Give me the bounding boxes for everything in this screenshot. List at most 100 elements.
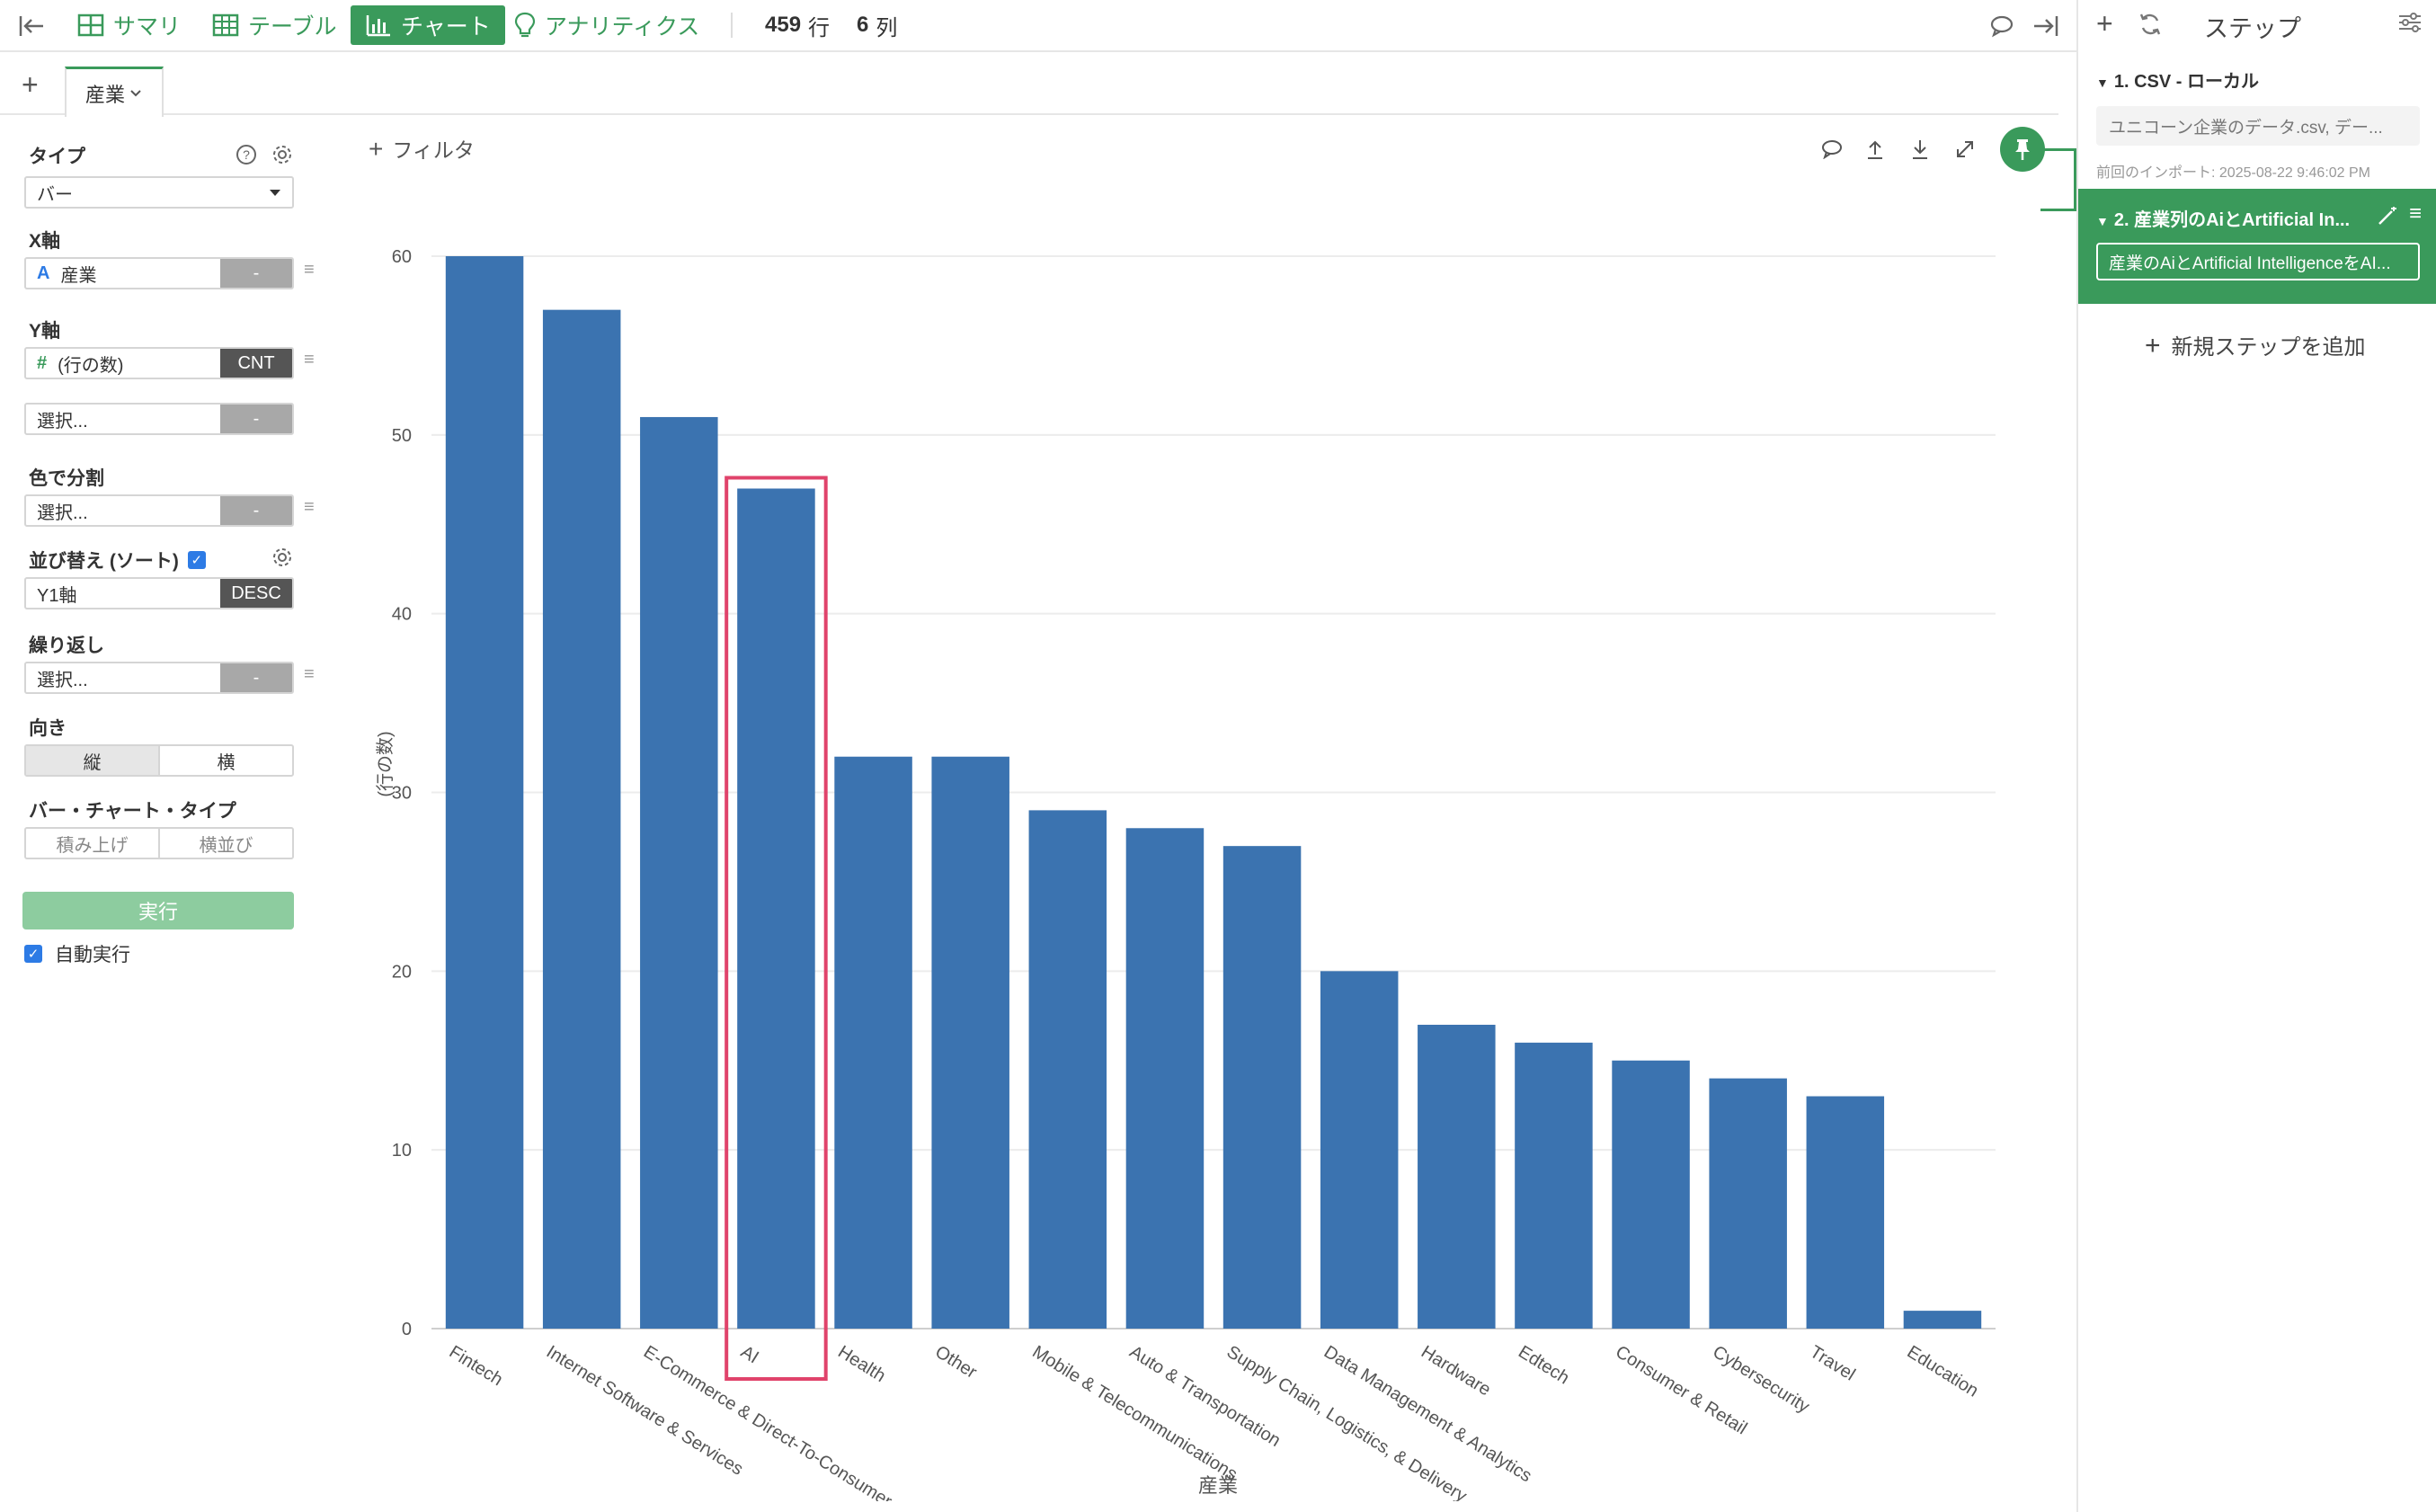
- collapse-left-icon[interactable]: [16, 11, 47, 41]
- repeat-placeholder: 選択...: [37, 670, 88, 690]
- sheet-tab-industry[interactable]: 産業: [65, 67, 164, 117]
- auto-run-checkbox[interactable]: ✓: [24, 945, 42, 963]
- bar-internet-software-services[interactable]: [542, 309, 621, 1329]
- orientation-vertical-option[interactable]: 縦: [26, 746, 158, 775]
- repeat-option-button[interactable]: -: [220, 663, 292, 692]
- bar-type-grouped-option[interactable]: 横並び: [158, 829, 292, 858]
- bar-edtech[interactable]: [1515, 1042, 1593, 1329]
- filter-button[interactable]: + フィルタ: [369, 133, 475, 164]
- y-tick-label: 30: [392, 784, 412, 804]
- orientation-horizontal-option[interactable]: 横: [158, 746, 292, 775]
- x-axis-label: X軸: [29, 231, 61, 252]
- tab-chart[interactable]: チャート: [351, 5, 505, 45]
- chart-bars: [445, 256, 1982, 1329]
- tab-summary[interactable]: サマリ: [77, 5, 181, 45]
- collapse-right-icon[interactable]: [2030, 11, 2062, 41]
- chart-type-select[interactable]: バー: [24, 176, 294, 209]
- y-tick-label: 60: [392, 247, 412, 267]
- step-2-menu-icon[interactable]: ≡: [2409, 201, 2423, 226]
- auto-run-row: ✓ 自動実行: [24, 940, 130, 967]
- pin-button[interactable]: [2000, 127, 2045, 172]
- chart-type-value: バー: [37, 184, 73, 205]
- repeat-menu-icon[interactable]: ≡: [304, 664, 315, 684]
- magic-wand-icon[interactable]: [2377, 205, 2398, 231]
- bar-ai[interactable]: [737, 488, 815, 1329]
- comment-icon[interactable]: [1987, 11, 2017, 41]
- sort-order-button[interactable]: DESC: [220, 579, 292, 608]
- x-axis-option-button[interactable]: -: [220, 259, 292, 288]
- color-split-menu-icon[interactable]: ≡: [304, 497, 315, 517]
- bar-data-management-analytics[interactable]: [1320, 971, 1399, 1329]
- type-label: タイプ: [29, 147, 85, 167]
- step-2-card[interactable]: ▼ 2. 産業列のAiとArtificial In... ≡ 産業のAiとArti…: [2078, 189, 2436, 304]
- y-tick-label: 0: [402, 1320, 412, 1339]
- tab-analytics[interactable]: アナリティクス: [514, 5, 699, 45]
- sheet-tab-label: 産業: [84, 83, 125, 106]
- bar-health[interactable]: [834, 756, 912, 1329]
- sort-checkbox[interactable]: ✓: [187, 551, 206, 569]
- tab-table[interactable]: テーブル: [212, 5, 337, 45]
- tab-table-label: テーブル: [248, 14, 337, 40]
- sort-gear-icon[interactable]: [271, 547, 293, 573]
- bar-other[interactable]: [931, 756, 1009, 1329]
- add-tab-button[interactable]: +: [22, 68, 39, 101]
- table-icon: [212, 13, 239, 37]
- expand-icon[interactable]: [1951, 135, 1979, 164]
- bar-e-commerce-direct-to-consumer[interactable]: [640, 416, 718, 1329]
- help-icon[interactable]: ?: [236, 144, 257, 170]
- bar-consumer-retail[interactable]: [1612, 1060, 1690, 1329]
- color-split-field[interactable]: 選択... -: [24, 494, 294, 527]
- x-tick-label: AI: [737, 1342, 762, 1368]
- step-2-description[interactable]: 産業のAiとArtificial IntelligenceをAI...: [2096, 243, 2420, 280]
- refresh-icon[interactable]: [2138, 12, 2163, 41]
- y-axis-menu-icon[interactable]: ≡: [304, 350, 315, 369]
- toolbar-divider: [731, 13, 733, 38]
- bar-chart: 0 10 20 30 40 50 60 Fintech Internet Software &…: [375, 247, 1996, 1501]
- chart-settings-panel: タイプ ? バー X軸 A 産業 - ≡ Y軸 # (行の数) CNT ≡ 選択..…: [0, 117, 324, 1512]
- step-1-header[interactable]: ▼ 1. CSV - ローカル: [2096, 67, 2259, 93]
- bar-cybersecurity[interactable]: [1709, 1078, 1787, 1329]
- bar-type-stacked-option[interactable]: 積み上げ: [56, 835, 129, 856]
- chart-comment-icon[interactable]: [1818, 135, 1846, 164]
- add-new-step-button[interactable]: + 新規ステップを追加: [2145, 329, 2366, 361]
- x-axis-field[interactable]: A 産業 -: [24, 257, 294, 289]
- step-1-title: 1. CSV - ローカル: [2113, 72, 2259, 92]
- summary-grid-icon: [77, 13, 104, 37]
- x-tick-label: Edtech: [1515, 1342, 1572, 1389]
- bar-mobile-telecommunications[interactable]: [1028, 810, 1107, 1329]
- gear-icon[interactable]: [271, 144, 293, 170]
- chevron-down-icon: [130, 89, 141, 96]
- step-2-caret-icon: ▼: [2096, 214, 2109, 228]
- bar-travel[interactable]: [1806, 1096, 1885, 1329]
- x-tick-label: Fintech: [446, 1342, 506, 1390]
- y-axis-aggregate-button[interactable]: CNT: [220, 349, 292, 378]
- run-button[interactable]: 実行: [22, 892, 294, 929]
- step-1-caret-icon: ▼: [2096, 76, 2109, 90]
- download-icon[interactable]: [1906, 135, 1934, 164]
- text-type-icon: A: [37, 262, 50, 283]
- number-type-icon: #: [37, 352, 48, 373]
- sort-field[interactable]: Y1軸 DESC: [24, 577, 294, 609]
- sort-value: Y1軸: [37, 585, 77, 606]
- step-1-file-box[interactable]: ユニコーン企業のデータ.csv, デー...: [2096, 106, 2420, 146]
- color-split-option-button[interactable]: -: [220, 496, 292, 525]
- column-count-value: 6: [857, 13, 869, 37]
- upload-icon[interactable]: [1861, 135, 1889, 164]
- y2-axis-option-button[interactable]: -: [220, 405, 292, 433]
- bar-education[interactable]: [1903, 1311, 1982, 1329]
- x-tick-label: Education: [1904, 1342, 1982, 1401]
- bar-supply-chain-logistics-delivery[interactable]: [1222, 846, 1302, 1329]
- plus-icon: +: [2145, 331, 2161, 360]
- x-axis-menu-icon[interactable]: ≡: [304, 260, 315, 280]
- settings-sliders-icon[interactable]: [2397, 11, 2423, 39]
- bar-fintech[interactable]: [445, 256, 524, 1329]
- bar-hardware[interactable]: [1418, 1024, 1496, 1329]
- bar-auto-transportation[interactable]: [1125, 828, 1205, 1329]
- y2-axis-field[interactable]: 選択... -: [24, 403, 294, 435]
- y-axis-field[interactable]: # (行の数) CNT: [24, 347, 294, 379]
- repeat-field[interactable]: 選択... -: [24, 662, 294, 694]
- y-tick-label: 50: [392, 426, 412, 446]
- y-axis-value: (行の数): [58, 355, 124, 376]
- add-step-plus-icon[interactable]: +: [2096, 7, 2113, 40]
